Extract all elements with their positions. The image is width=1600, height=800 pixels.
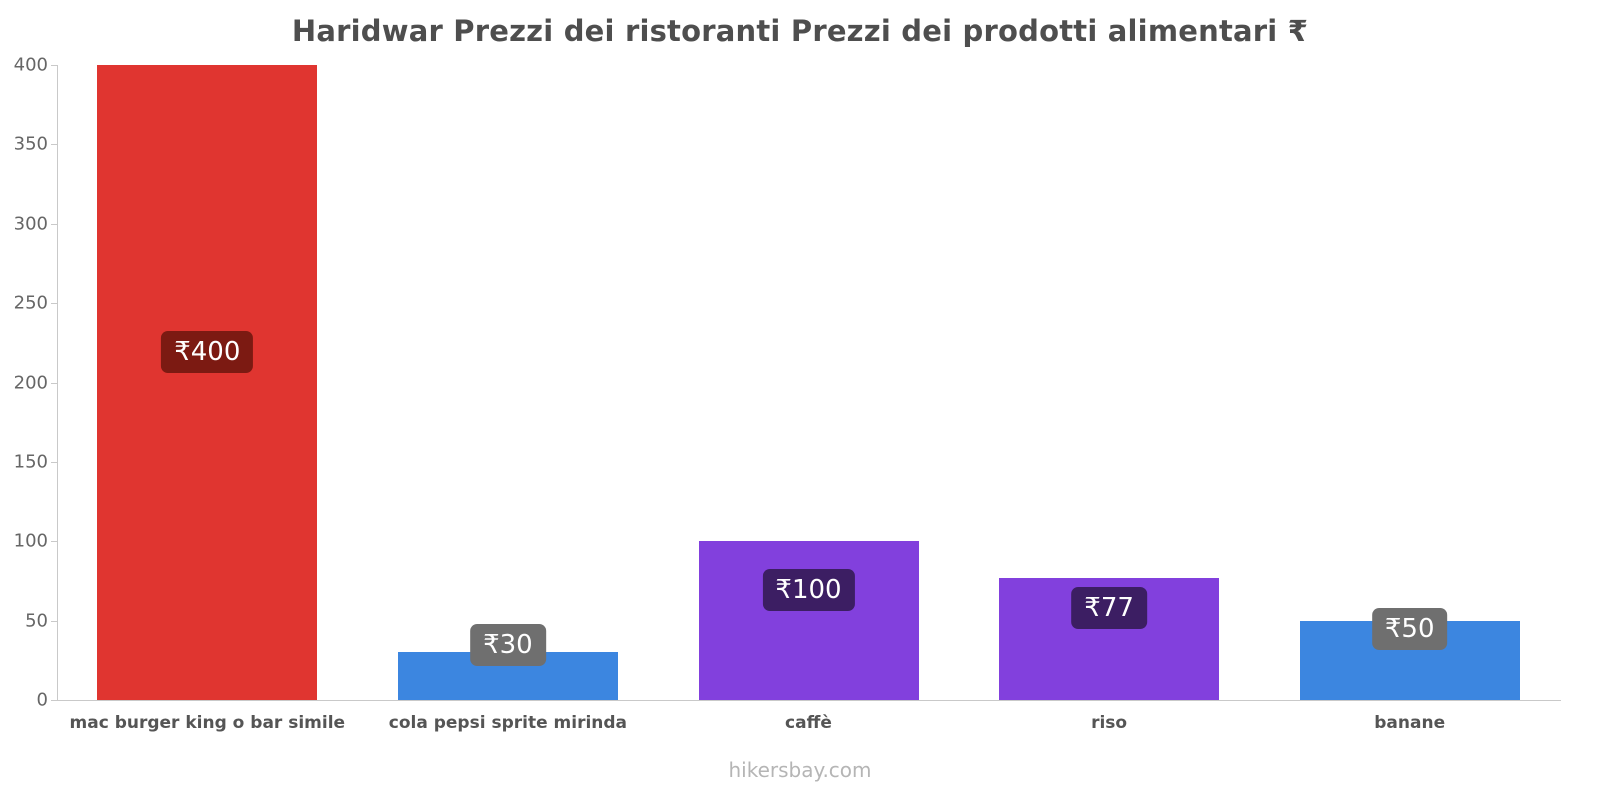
plot-area	[57, 65, 1561, 701]
value-label: ₹30	[470, 624, 546, 667]
y-tick-mark	[51, 461, 57, 463]
value-label: ₹50	[1371, 608, 1448, 651]
chart-title: Haridwar Prezzi dei ristoranti Prezzi de…	[291, 14, 1309, 48]
value-label: ₹77	[1071, 586, 1147, 629]
y-tick-mark	[51, 65, 57, 66]
y-tick-label: 250	[13, 292, 48, 314]
y-tick-label: 200	[13, 372, 48, 393]
bar-mac-burger-king-o-bar-simile	[97, 65, 318, 700]
y-tick-label: 400	[13, 54, 48, 76]
x-category-label: cola pepsi sprite mirinda	[388, 713, 628, 733]
y-tick-label: 50	[25, 610, 48, 632]
y-tick-label: 100	[13, 530, 48, 552]
y-tick-label: 350	[13, 133, 48, 155]
y-tick-mark	[51, 541, 57, 543]
y-tick-label: 150	[13, 451, 48, 473]
y-tick-label: 0	[36, 689, 48, 711]
y-tick-mark	[51, 223, 57, 225]
y-tick-mark	[51, 700, 57, 701]
x-category-label: riso	[1091, 713, 1128, 733]
y-tick-mark	[51, 303, 57, 305]
y-tick-mark	[51, 620, 57, 622]
bar-caffè	[698, 541, 919, 700]
x-category-label: caffè	[785, 713, 832, 733]
x-category-label: mac burger king o bar simile	[69, 713, 346, 733]
x-category-label: banane	[1374, 713, 1446, 733]
value-label: ₹100	[762, 568, 855, 611]
y-tick-mark	[51, 382, 57, 384]
y-tick-mark	[51, 144, 57, 146]
footer-watermark: hikersbay.com	[728, 758, 872, 782]
value-label: ₹400	[161, 330, 254, 373]
y-tick-label: 300	[13, 213, 48, 235]
